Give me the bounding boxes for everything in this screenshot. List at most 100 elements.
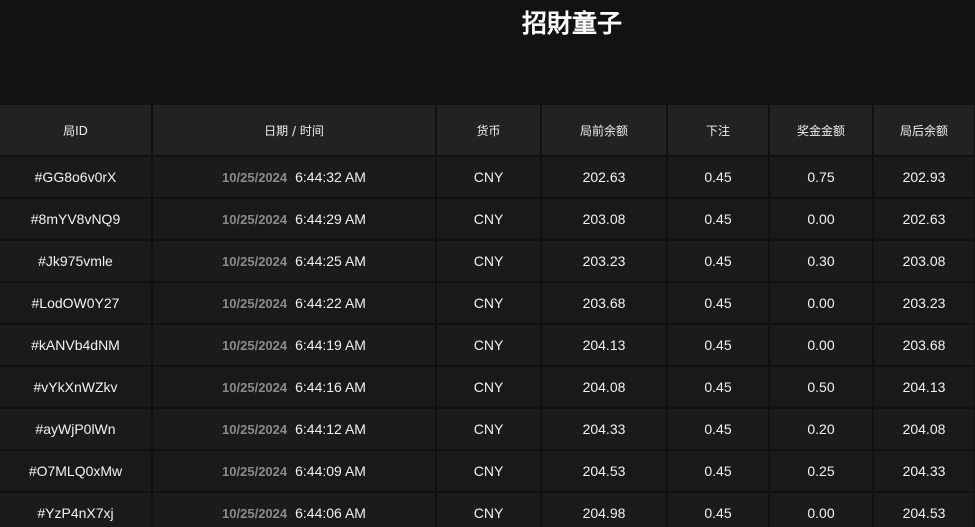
date: 10/25/2024 <box>222 422 288 437</box>
win-amount: 0.75 <box>769 156 874 199</box>
column-header-currency: 货币 <box>436 105 542 157</box>
balance-after: 203.68 <box>873 324 975 367</box>
balance-after: 204.13 <box>873 366 975 409</box>
win-amount: 0.00 <box>769 324 874 367</box>
table-row[interactable]: #GG8o6v0rX 10/25/2024 6:44:32 AM CNY 202.63 0… <box>0 156 975 199</box>
table-row[interactable]: #8mYV8vNQ9 10/25/2024 6:44:29 AM CNY 203.08 0… <box>0 198 975 241</box>
bet: 0.45 <box>667 366 770 409</box>
balance-after: 202.93 <box>873 156 975 199</box>
bet: 0.45 <box>667 450 770 493</box>
date: 10/25/2024 <box>222 254 288 269</box>
balance-before: 203.23 <box>541 240 668 283</box>
table-row[interactable]: #YzP4nX7xj 10/25/2024 6:44:06 AM CNY 204.98 0… <box>0 492 975 527</box>
bet: 0.45 <box>667 282 770 325</box>
win-amount: 0.00 <box>769 282 874 325</box>
time: 6:44:32 AM <box>295 169 366 185</box>
currency: CNY <box>436 492 542 527</box>
column-header-datetime: 日期 / 时间 <box>152 105 437 157</box>
balance-after: 203.23 <box>873 282 975 325</box>
currency: CNY <box>436 156 542 199</box>
balance-after: 202.63 <box>873 198 975 241</box>
column-header-round-id: 局ID <box>0 105 153 157</box>
bet: 0.45 <box>667 240 770 283</box>
datetime: 10/25/2024 6:44:06 AM <box>152 492 437 527</box>
balance-before: 203.08 <box>541 198 668 241</box>
win-amount: 0.30 <box>769 240 874 283</box>
balance-after: 204.33 <box>873 450 975 493</box>
game-history-table: 局ID 日期 / 时间 货币 局前余额 下注 奖金金额 局后余额 #GG8o6v… <box>0 105 975 527</box>
round-id[interactable]: #vYkXnWZkv <box>0 366 153 409</box>
bet: 0.45 <box>667 324 770 367</box>
column-header-win: 奖金金额 <box>769 105 874 157</box>
column-header-balance-after: 局后余额 <box>873 105 975 157</box>
time: 6:44:22 AM <box>295 295 366 311</box>
currency: CNY <box>436 282 542 325</box>
table-row[interactable]: #ayWjP0lWn 10/25/2024 6:44:12 AM CNY 204.33 0… <box>0 408 975 451</box>
date: 10/25/2024 <box>222 464 288 479</box>
balance-after: 203.08 <box>873 240 975 283</box>
datetime: 10/25/2024 6:44:16 AM <box>152 366 437 409</box>
bet: 0.45 <box>667 492 770 527</box>
table-header-row: 局ID 日期 / 时间 货币 局前余额 下注 奖金金额 局后余额 <box>0 105 975 157</box>
bet: 0.45 <box>667 156 770 199</box>
date: 10/25/2024 <box>222 212 288 227</box>
win-amount: 0.00 <box>769 492 874 527</box>
balance-before: 204.08 <box>541 366 668 409</box>
round-id[interactable]: #LodOW0Y27 <box>0 282 153 325</box>
date: 10/25/2024 <box>222 506 288 521</box>
time: 6:44:12 AM <box>295 421 366 437</box>
currency: CNY <box>436 324 542 367</box>
round-id[interactable]: #O7MLQ0xMw <box>0 450 153 493</box>
table-row[interactable]: #Jk975vmle 10/25/2024 6:44:25 AM CNY 203.23 0… <box>0 240 975 283</box>
currency: CNY <box>436 408 542 451</box>
table-row[interactable]: #O7MLQ0xMw 10/25/2024 6:44:09 AM CNY 204.53 0… <box>0 450 975 493</box>
currency: CNY <box>436 366 542 409</box>
bet: 0.45 <box>667 408 770 451</box>
date: 10/25/2024 <box>222 380 288 395</box>
column-header-bet: 下注 <box>667 105 770 157</box>
date: 10/25/2024 <box>222 338 288 353</box>
datetime: 10/25/2024 6:44:29 AM <box>152 198 437 241</box>
currency: CNY <box>436 198 542 241</box>
balance-before: 204.13 <box>541 324 668 367</box>
header: 招財童子 <box>0 0 975 105</box>
time: 6:44:16 AM <box>295 379 366 395</box>
balance-before: 203.68 <box>541 282 668 325</box>
balance-before: 204.98 <box>541 492 668 527</box>
round-id[interactable]: #Jk975vmle <box>0 240 153 283</box>
time: 6:44:06 AM <box>295 505 366 521</box>
round-id[interactable]: #8mYV8vNQ9 <box>0 198 153 241</box>
currency: CNY <box>436 450 542 493</box>
balance-before: 204.33 <box>541 408 668 451</box>
round-id[interactable]: #GG8o6v0rX <box>0 156 153 199</box>
table-row[interactable]: #vYkXnWZkv 10/25/2024 6:44:16 AM CNY 204.08 0… <box>0 366 975 409</box>
date: 10/25/2024 <box>222 296 288 311</box>
time: 6:44:19 AM <box>295 337 366 353</box>
table-row[interactable]: #LodOW0Y27 10/25/2024 6:44:22 AM CNY 203.68 0… <box>0 282 975 325</box>
time: 6:44:09 AM <box>295 463 366 479</box>
win-amount: 0.25 <box>769 450 874 493</box>
datetime: 10/25/2024 6:44:22 AM <box>152 282 437 325</box>
round-id[interactable]: #YzP4nX7xj <box>0 492 153 527</box>
datetime: 10/25/2024 6:44:32 AM <box>152 156 437 199</box>
date: 10/25/2024 <box>222 170 288 185</box>
balance-after: 204.53 <box>873 492 975 527</box>
currency: CNY <box>436 240 542 283</box>
datetime: 10/25/2024 6:44:25 AM <box>152 240 437 283</box>
column-header-balance-before: 局前余额 <box>541 105 668 157</box>
round-id[interactable]: #ayWjP0lWn <box>0 408 153 451</box>
win-amount: 0.50 <box>769 366 874 409</box>
time: 6:44:25 AM <box>295 253 366 269</box>
win-amount: 0.00 <box>769 198 874 241</box>
datetime: 10/25/2024 6:44:19 AM <box>152 324 437 367</box>
balance-after: 204.08 <box>873 408 975 451</box>
win-amount: 0.20 <box>769 408 874 451</box>
datetime: 10/25/2024 6:44:09 AM <box>152 450 437 493</box>
page-title: 招財童子 <box>522 9 623 38</box>
round-id[interactable]: #kANVb4dNM <box>0 324 153 367</box>
time: 6:44:29 AM <box>295 211 366 227</box>
table-row[interactable]: #kANVb4dNM 10/25/2024 6:44:19 AM CNY 204.13 0… <box>0 324 975 367</box>
datetime: 10/25/2024 6:44:12 AM <box>152 408 437 451</box>
balance-before: 204.53 <box>541 450 668 493</box>
balance-before: 202.63 <box>541 156 668 199</box>
